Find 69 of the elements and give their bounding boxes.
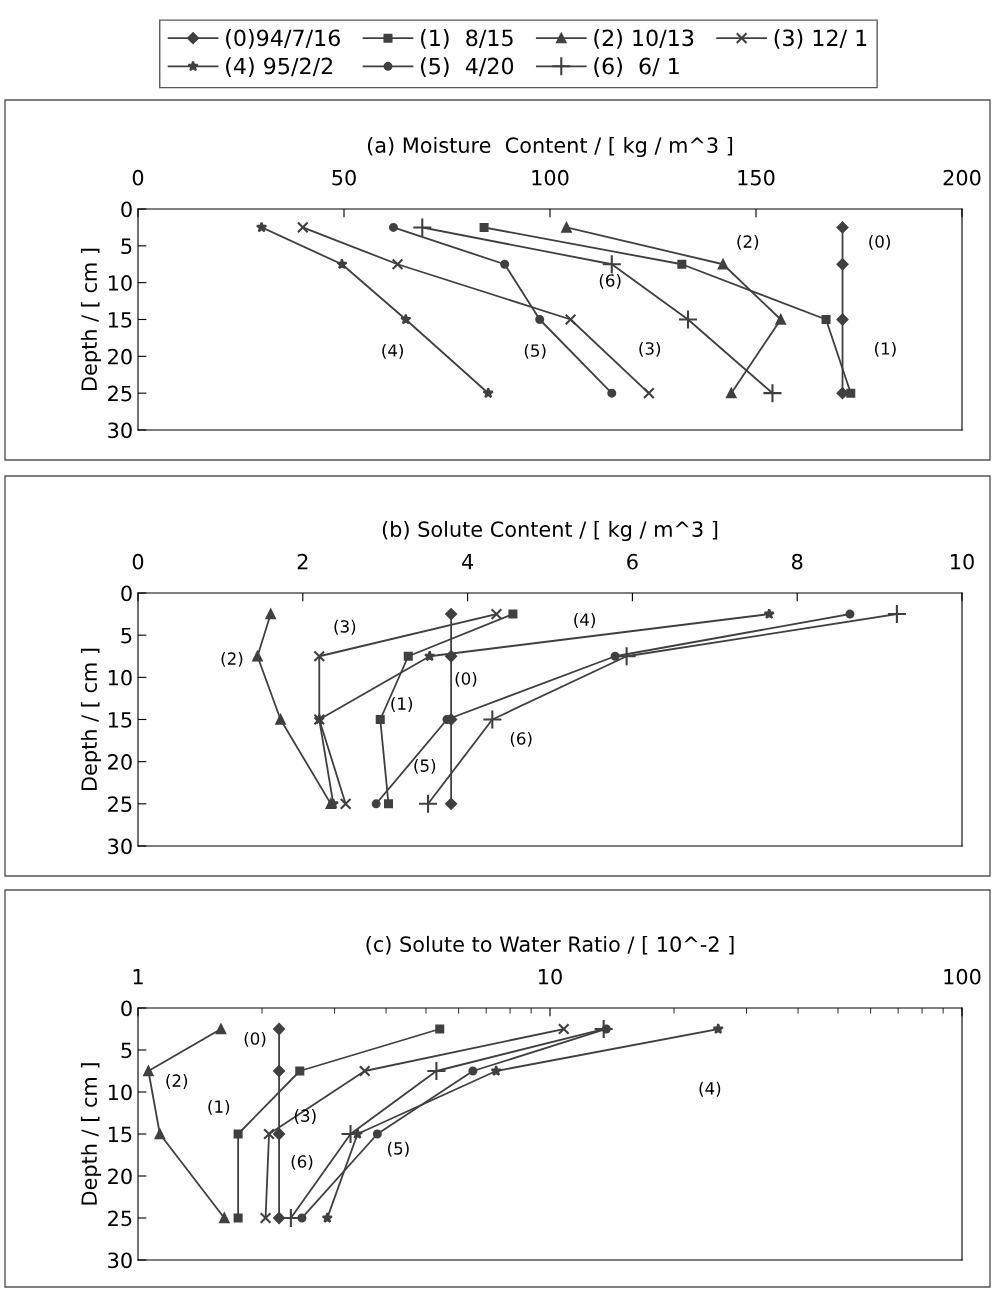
x-axis-title: (b) Solute Content / [ kg / m^3 ] <box>382 520 718 542</box>
y-tick-label: 5 <box>121 1042 132 1059</box>
annotation: (6) <box>291 1154 313 1170</box>
y-tick-label: 25 <box>108 796 132 813</box>
annotation: (6) <box>599 273 621 289</box>
x-tick-label: 0 <box>132 553 144 570</box>
x-tick-label: 8 <box>791 553 803 570</box>
x-tick-label: 4 <box>461 554 474 570</box>
legend-label: (5) 4/20 <box>421 57 514 78</box>
annotation: (3) <box>334 619 356 635</box>
y-tick-label: 20 <box>108 348 132 365</box>
y-tick-label: 5 <box>121 238 132 255</box>
x-tick-label: 50 <box>332 169 356 186</box>
y-tick-label: 15 <box>108 1126 132 1143</box>
y-tick-label: 25 <box>108 385 132 402</box>
legend-label: (0)94/7/16 <box>226 29 340 49</box>
y-tick-label: 15 <box>108 712 132 728</box>
y-tick-label: 10 <box>108 669 132 686</box>
y-tick-label: 30 <box>108 422 132 439</box>
annotation: (4) <box>574 613 595 628</box>
y-tick-label: 30 <box>108 1252 132 1269</box>
y-tick-label: 5 <box>121 627 132 644</box>
x-tick-label: 100 <box>944 968 981 985</box>
annotation: (0) <box>869 234 890 250</box>
annotation: (2) <box>221 652 243 667</box>
y-tick-label: 0 <box>121 1000 132 1017</box>
y-tick-label: 20 <box>108 1168 132 1185</box>
annotation: (1) <box>391 697 413 712</box>
legend-label: (1) 8/15 <box>421 29 513 49</box>
x-tick-label: 0 <box>132 169 144 186</box>
x-tick-label: 2 <box>297 553 308 570</box>
x-axis-title: (c) Solute to Water Ratio / [ 10^-2 ] <box>366 935 734 955</box>
x-tick-label: 10 <box>539 968 562 985</box>
annotation: (2) <box>737 234 759 250</box>
legend-label: (2) 10/13 <box>594 29 694 49</box>
annotation: (1) <box>208 1100 230 1115</box>
annotation: (6) <box>510 731 532 747</box>
annotation: (1) <box>875 341 896 357</box>
x-tick-label: 100 <box>532 169 569 186</box>
y-tick-label: 10 <box>108 275 132 291</box>
annotation: (2) <box>166 1074 188 1089</box>
y-tick-label: 20 <box>108 754 132 770</box>
y-tick-label: 0 <box>121 585 132 602</box>
legend-label: (3) 12/ 1 <box>774 29 867 49</box>
annotation: (3) <box>294 1109 316 1124</box>
x-axis-title: (a) Moisture Content / [ kg / m^3 ] <box>367 136 733 158</box>
legend-label: (6) 6/ 1 <box>594 57 679 78</box>
annotation: (0) <box>244 1031 266 1047</box>
legend-label: (4) 95/2/2 <box>226 57 333 78</box>
x-tick-label: 200 <box>943 169 981 186</box>
x-tick-label: 150 <box>738 169 775 186</box>
annotation: (5) <box>388 1141 409 1157</box>
annotation: (0) <box>455 671 477 687</box>
annotation: (5) <box>414 759 436 774</box>
y-axis-title: Depth / [ cm ] <box>80 648 102 790</box>
y-tick-label: 10 <box>108 1084 132 1101</box>
annotation: (4) <box>382 343 403 359</box>
y-axis-title: Depth / [ cm ] <box>80 1063 102 1205</box>
y-tick-label: 15 <box>108 312 132 328</box>
y-tick-label: 25 <box>108 1210 132 1227</box>
annotation: (3) <box>639 341 661 357</box>
y-tick-label: 0 <box>121 201 132 218</box>
y-axis-title: Depth / [ cm ] <box>80 248 102 390</box>
y-tick-label: 30 <box>108 838 132 855</box>
x-tick-label: 6 <box>627 553 638 570</box>
annotation: (4) <box>699 1081 721 1097</box>
x-tick-label: 1 <box>133 969 143 985</box>
annotation: (5) <box>524 343 546 359</box>
x-tick-label: 10 <box>951 553 974 570</box>
